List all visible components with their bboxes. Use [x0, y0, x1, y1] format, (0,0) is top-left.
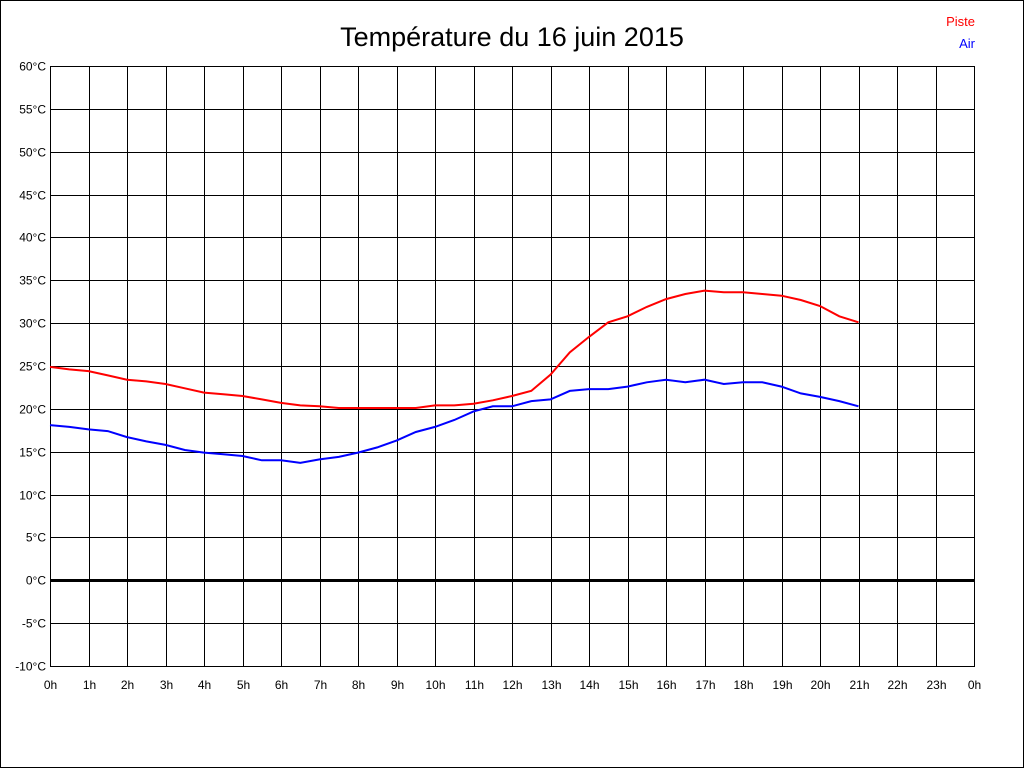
y-tick-label: 30°C [19, 317, 46, 331]
x-tick-label: 9h [391, 678, 404, 692]
x-tick-label: 10h [425, 678, 445, 692]
y-axis-ticks: -10°C -5°C 0°C 5°C 10°C 15°C 20°C 25°C 30°C 35°C 4… [15, 60, 46, 674]
x-tick-label: 13h [541, 678, 561, 692]
y-tick-label: 40°C [19, 231, 46, 245]
y-tick-label: 35°C [19, 274, 46, 288]
x-tick-label: 23h [926, 678, 946, 692]
x-tick-label: 17h [695, 678, 715, 692]
y-tick-label: 20°C [19, 403, 46, 417]
y-tick-label: 10°C [19, 489, 46, 503]
x-tick-label: 12h [502, 678, 522, 692]
x-axis-ticks: 0h 1h 2h 3h 4h 5h 6h 7h 8h 9h 10h 11h 12h 13h 14h 15h 16… [44, 678, 981, 692]
x-tick-label: 8h [352, 678, 365, 692]
x-tick-label: 15h [618, 678, 638, 692]
y-tick-label: 50°C [19, 146, 46, 160]
y-tick-label: 25°C [19, 360, 46, 374]
x-tick-label: 7h [314, 678, 327, 692]
legend: Piste Air [946, 14, 976, 51]
x-tick-label: 1h [83, 678, 96, 692]
grid [50, 66, 975, 667]
x-tick-label: 22h [887, 678, 907, 692]
x-tick-label: 3h [160, 678, 173, 692]
x-tick-label: 16h [656, 678, 676, 692]
x-tick-label: 0h [44, 678, 57, 692]
y-tick-label: 45°C [19, 189, 46, 203]
x-tick-label: 2h [121, 678, 134, 692]
series-lines [49, 289, 859, 464]
x-tick-label: 0h [968, 678, 981, 692]
series-line-piste [49, 289, 859, 409]
y-tick-label: 60°C [19, 60, 46, 74]
x-tick-label: 20h [810, 678, 830, 692]
y-tick-label: -10°C [15, 660, 46, 674]
x-tick-label: 11h [465, 678, 484, 692]
x-tick-label: 6h [275, 678, 288, 692]
y-tick-label: 5°C [26, 531, 46, 545]
y-tick-label: 15°C [19, 446, 46, 460]
x-tick-label: 18h [733, 678, 753, 692]
x-tick-label: 21h [849, 678, 869, 692]
y-tick-label: -5°C [22, 617, 46, 631]
x-tick-label: 4h [198, 678, 211, 692]
chart-title: Température du 16 juin 2015 [340, 22, 684, 52]
x-tick-label: 19h [772, 678, 792, 692]
legend-entry-piste: Piste [946, 14, 975, 29]
y-tick-label: 55°C [19, 103, 46, 117]
series-line-air [49, 378, 859, 464]
x-tick-label: 5h [237, 678, 250, 692]
legend-entry-air: Air [959, 36, 976, 51]
y-tick-label: 0°C [26, 574, 46, 588]
x-tick-label: 14h [579, 678, 599, 692]
